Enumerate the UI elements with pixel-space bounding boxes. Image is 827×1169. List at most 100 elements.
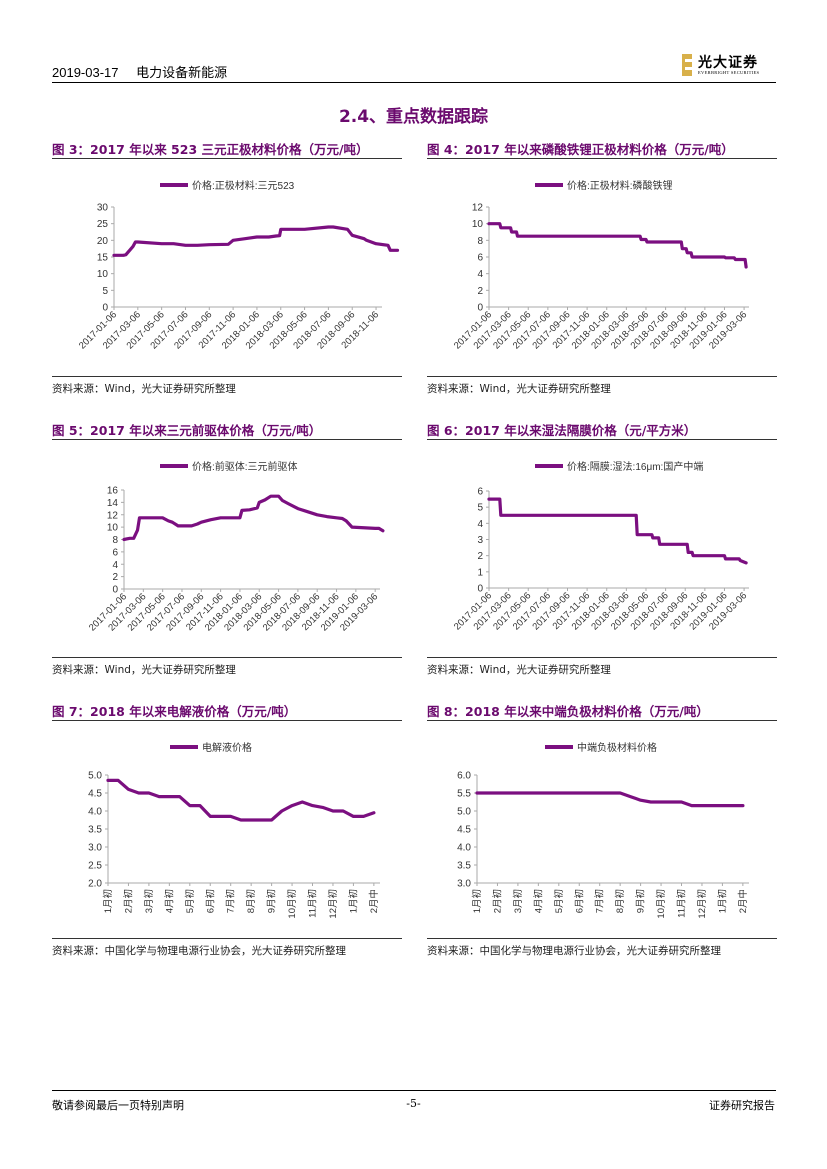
figure-6-title: 图 6：2017 年以来湿法隔膜价格（元/平方米） bbox=[427, 423, 697, 438]
y-tick-label: 2 bbox=[477, 551, 483, 562]
figure-7-source: 资料来源：中国化学与物理电源行业协会，光大证券研究所整理 bbox=[52, 945, 346, 957]
legend-label: 价格:隔膜:湿法:16μm:国产中端 bbox=[567, 460, 703, 473]
x-tick-label: 6月初 bbox=[204, 889, 216, 913]
x-tick-label: 11月初 bbox=[307, 889, 319, 918]
x-tick-label: 6月初 bbox=[573, 889, 585, 913]
x-tick-label: 5月初 bbox=[553, 889, 565, 913]
x-tick-label: 2月中 bbox=[737, 889, 749, 913]
y-tick-label: 0 bbox=[477, 584, 483, 595]
y-tick-label: 20 bbox=[97, 236, 109, 247]
x-tick-label: 5月初 bbox=[184, 889, 196, 913]
figure-5-chart: 价格:前驱体:三元前驱体 0 2 4 6 8 10 12 14 16 2017-01-06 2017-… bbox=[52, 446, 402, 651]
y-tick-label: 0 bbox=[112, 585, 118, 596]
figure-7-top-rule bbox=[52, 720, 402, 721]
legend: 中端负极材料价格 bbox=[545, 741, 657, 754]
y-tick-label: 3.0 bbox=[457, 879, 471, 890]
y-tick-label: 3.0 bbox=[88, 843, 102, 854]
figure-5-source: 资料来源：Wind，光大证券研究所整理 bbox=[52, 664, 236, 676]
legend: 电解液价格 bbox=[170, 741, 252, 754]
y-tick-label: 5 bbox=[477, 503, 483, 514]
y-tick-label: 3 bbox=[477, 535, 483, 546]
y-tick-label: 4 bbox=[477, 269, 483, 280]
series-line bbox=[475, 791, 745, 808]
series-line bbox=[106, 778, 376, 822]
x-tick-label: 7月初 bbox=[225, 889, 237, 913]
y-tick-label: 6.0 bbox=[457, 771, 471, 782]
y-tick-label: 30 bbox=[97, 203, 109, 214]
figure-7-chart: 电解液价格 2.0 2.5 3.0 3.5 4.0 4.5 5.0 1月初 2月初 3月初 4月初 5月… bbox=[52, 727, 402, 932]
series-line bbox=[487, 222, 748, 269]
figure-6-top-rule bbox=[427, 439, 777, 440]
figure-7-title: 图 7：2018 年以来电解液价格（万元/吨） bbox=[52, 704, 297, 719]
logo-english-name: EVERBRIGHT SECURITIES bbox=[698, 70, 760, 75]
page-header: 2019-03-17 电力设备新能源 光大证券 EVERBRIGHT SECUR… bbox=[52, 50, 776, 83]
figure-6-source: 资料来源：Wind，光大证券研究所整理 bbox=[427, 664, 611, 676]
chart-svg: 价格:前驱体:三元前驱体02468101214162017-01-062017-… bbox=[87, 460, 385, 633]
figure-4-chart: 价格:正极材料:磷酸铁锂 0 2 4 6 8 10 12 2017-01-06 2017-03-0… bbox=[427, 165, 777, 370]
y-tick-label: 2 bbox=[477, 286, 483, 297]
x-tick-label: 3月初 bbox=[512, 889, 524, 913]
figure-8-bottom-rule bbox=[427, 938, 777, 939]
figure-3-title: 图 3：2017 年以来 523 三元正极材料价格（万元/吨） bbox=[52, 142, 369, 157]
chart-svg: 中端负极材料价格 3.0 3.5 4.0 4.5 5.0 5.5 6.0 1月初 2月初 3月初 4月… bbox=[457, 741, 749, 919]
figure-5-top-rule bbox=[52, 439, 402, 440]
y-tick-label: 4.0 bbox=[457, 843, 471, 854]
y-tick-label: 4.5 bbox=[457, 825, 471, 836]
figure-4-title: 图 4：2017 年以来磷酸铁锂正极材料价格（万元/吨） bbox=[427, 142, 734, 157]
y-tick-label: 3.5 bbox=[457, 861, 471, 872]
figure-5-bottom-rule bbox=[52, 657, 402, 658]
y-tick-label: 8 bbox=[477, 236, 483, 247]
y-tick-label: 2 bbox=[112, 572, 118, 583]
figure-3-chart: 价格:正极材料:三元523 0 5 10 15 20 25 30 2017-01-06 2017-… bbox=[52, 165, 402, 370]
y-tick-label: 5 bbox=[102, 286, 108, 297]
x-tick-label: 9月初 bbox=[266, 889, 278, 913]
y-tick-label: 0 bbox=[102, 303, 108, 314]
logo-e-icon bbox=[682, 54, 692, 76]
y-tick-label: 3.5 bbox=[88, 825, 102, 836]
footer-report-type: 证券研究报告 bbox=[709, 1099, 775, 1112]
y-tick-label: 5.0 bbox=[457, 807, 471, 818]
y-tick-label: 4 bbox=[477, 519, 483, 530]
x-tick-label: 12月初 bbox=[696, 889, 708, 919]
figure-6-chart: 价格:隔膜:湿法:16μm:国产中端 0 1 2 3 4 5 6 2017-01-06 2017-… bbox=[427, 446, 777, 651]
y-tick-label: 10 bbox=[472, 219, 484, 230]
y-tick-label: 16 bbox=[107, 486, 119, 497]
figure-8-top-rule bbox=[427, 720, 777, 721]
series-line bbox=[112, 225, 400, 257]
footer-disclaimer: 敬请参阅最后一页特别声明 bbox=[52, 1099, 184, 1112]
series-line bbox=[487, 497, 748, 565]
x-tick-label: 8月初 bbox=[245, 889, 257, 913]
figure-4-source: 资料来源：Wind，光大证券研究所整理 bbox=[427, 383, 611, 395]
y-tick-label: 14 bbox=[107, 498, 119, 509]
y-tick-label: 6 bbox=[477, 487, 483, 498]
section-title: 2.4、重点数据跟踪 bbox=[338, 107, 489, 127]
figure-5-title: 图 5：2017 年以来三元前驱体价格（万元/吨） bbox=[52, 423, 322, 438]
x-tick-label: 1月初 bbox=[471, 889, 483, 913]
footer-rule bbox=[52, 1090, 776, 1091]
legend-label: 价格:前驱体:三元前驱体 bbox=[192, 460, 298, 473]
x-tick-label: 2月初 bbox=[491, 889, 503, 913]
y-tick-label: 2.5 bbox=[88, 861, 102, 872]
x-tick-label: 8月初 bbox=[614, 889, 626, 913]
x-tick-label: 4月初 bbox=[163, 889, 175, 913]
y-tick-label: 10 bbox=[97, 269, 109, 280]
x-tick-label: 3月初 bbox=[143, 889, 155, 913]
figure-4-top-rule bbox=[427, 158, 777, 159]
y-tick-label: 4.0 bbox=[88, 807, 102, 818]
figure-3-top-rule bbox=[52, 158, 402, 159]
x-tick-label: 9月初 bbox=[635, 889, 647, 913]
x-tick-label: 1月初 bbox=[102, 889, 114, 913]
x-tick-label: 1月初 bbox=[716, 889, 728, 913]
legend-label: 价格:正极材料:三元523 bbox=[192, 179, 295, 192]
logo-chinese-name: 光大证券 bbox=[698, 55, 758, 71]
x-tick-label: 7月初 bbox=[594, 889, 606, 913]
x-tick-label: 4月初 bbox=[532, 889, 544, 913]
chart-svg: 价格:隔膜:湿法:16μm:国产中端01234562017-01-062017-… bbox=[452, 460, 749, 632]
series-line bbox=[122, 494, 385, 542]
chart-svg: 价格:正极材料:磷酸铁锂0246810122017-01-062017-03-0… bbox=[452, 179, 749, 351]
legend: 价格:正极材料:磷酸铁锂 bbox=[535, 179, 673, 192]
y-tick-label: 12 bbox=[107, 510, 119, 521]
figure-7-bottom-rule bbox=[52, 938, 402, 939]
legend-label: 中端负极材料价格 bbox=[577, 741, 657, 754]
figure-8-title: 图 8：2018 年以来中端负极材料价格（万元/吨） bbox=[427, 704, 709, 719]
